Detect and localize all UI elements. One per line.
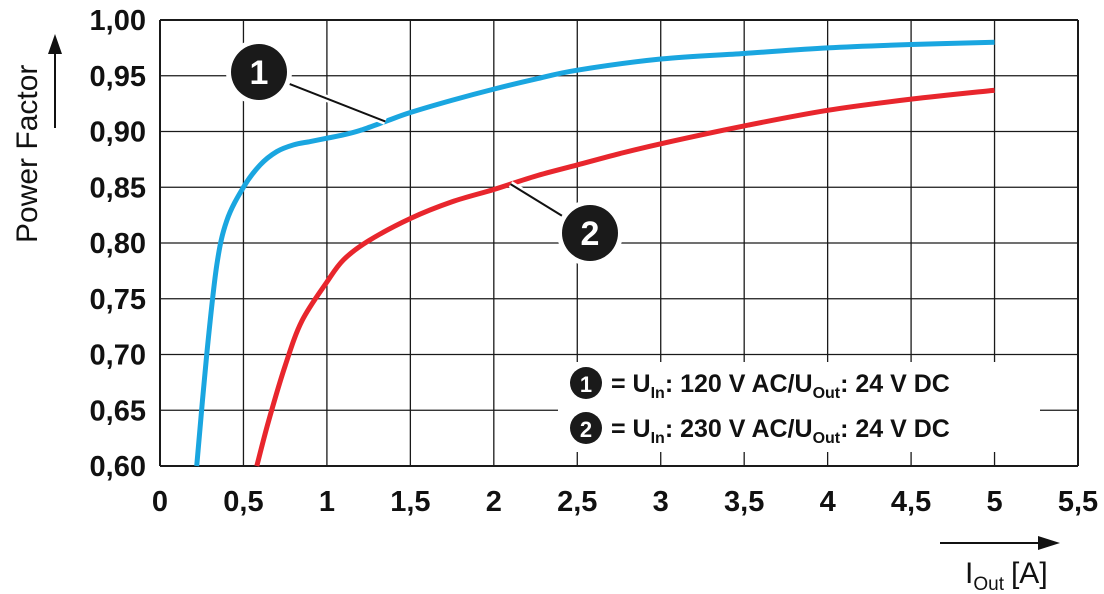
x-axis-title: IOut [A] xyxy=(965,557,1048,594)
y-tick-label: 1,00 xyxy=(90,5,146,37)
x-tick-label: 1 xyxy=(319,486,335,518)
callout-marker-2 xyxy=(562,205,618,261)
x-tick-label: 0,5 xyxy=(223,486,263,518)
y-tick-label: 0,85 xyxy=(90,172,146,204)
x-tick-label: 2 xyxy=(486,486,502,518)
y-axis-title: Power Factor xyxy=(11,65,44,243)
series xyxy=(194,39,995,467)
callouts: 12 xyxy=(226,39,623,266)
y-tick-label: 0,75 xyxy=(90,284,146,316)
legend: 1 = UIn: 120 V AC/UOut: 24 V DC 2 = UIn: 23… xyxy=(558,362,1040,452)
y-axis-arrow-head xyxy=(48,34,62,54)
x-axis-title-group: IOut [A] xyxy=(940,536,1060,594)
x-tick-label: 5,5 xyxy=(1058,486,1098,518)
y-axis-title-group: Power Factor xyxy=(11,34,62,243)
series-line-1 xyxy=(194,39,995,467)
y-tick-label: 0,95 xyxy=(90,61,146,93)
x-tick-label: 2,5 xyxy=(557,486,597,518)
x-tick-label: 1,5 xyxy=(390,486,430,518)
y-tick-label: 0,80 xyxy=(90,228,146,260)
x-tick-label: 5 xyxy=(986,486,1002,518)
callout-marker-number: 2 xyxy=(581,215,600,253)
y-tick-label: 0,65 xyxy=(90,395,146,427)
series-line-2 xyxy=(254,87,995,467)
x-tick-label: 0 xyxy=(152,486,168,518)
x-tick-label: 3 xyxy=(653,486,669,518)
legend-box xyxy=(558,362,1040,452)
y-tick-label: 0,90 xyxy=(90,117,146,149)
x-tick-label: 3,5 xyxy=(724,486,764,518)
callout-marker-number: 1 xyxy=(250,54,269,92)
y-tick-labels: 0,60 0,65 0,70 0,75 0,80 0,85 0,90 0,95 1,00 xyxy=(90,5,146,483)
legend-marker-number: 1 xyxy=(580,372,592,397)
callout-marker-1 xyxy=(231,44,287,100)
legend-marker-number: 2 xyxy=(580,417,592,442)
legend-marker-2 xyxy=(570,412,602,444)
y-tick-label: 0,60 xyxy=(90,451,146,483)
x-tick-label: 4 xyxy=(820,486,836,518)
x-tick-label: 4,5 xyxy=(891,486,931,518)
callout-leader-line xyxy=(287,82,386,123)
x-axis-arrow-head xyxy=(1038,536,1060,550)
legend-entry-2: = UIn: 230 V AC/UOut: 24 V DC xyxy=(611,415,950,447)
legend-marker-1 xyxy=(570,367,602,399)
x-tick-labels: 0 0,5 1 1,5 2 2,5 3 3,5 4 4,5 5 5,5 xyxy=(152,486,1098,518)
callout-leader-line xyxy=(509,183,565,218)
y-tick-label: 0,70 xyxy=(90,340,146,372)
legend-entry-1: = UIn: 120 V AC/UOut: 24 V DC xyxy=(611,370,950,402)
